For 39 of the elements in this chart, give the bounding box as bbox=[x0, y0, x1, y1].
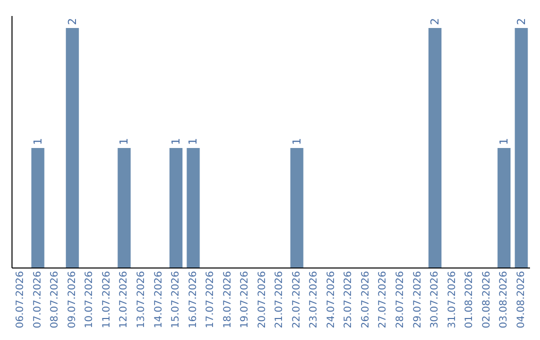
x-tick-label: 06.07.2026 bbox=[15, 271, 26, 328]
x-tick-label: 14.07.2026 bbox=[153, 271, 164, 328]
x-tick-label: 28.07.2026 bbox=[395, 271, 406, 328]
data-label: 2 bbox=[428, 18, 442, 25]
x-tick-label: 01.08.2026 bbox=[464, 271, 476, 328]
data-label: 1 bbox=[290, 138, 304, 145]
x-tick-label: 22.07.2026 bbox=[291, 271, 302, 328]
x-tick-label: 16.07.2026 bbox=[188, 271, 199, 328]
data-label: 1 bbox=[118, 138, 131, 145]
x-tick-label: 10.07.2026 bbox=[84, 271, 96, 328]
data-label: 1 bbox=[498, 138, 511, 145]
x-tick-label: 15.07.2026 bbox=[170, 271, 182, 328]
x-tick-label: 25.07.2026 bbox=[343, 271, 354, 328]
x-tick-label: 21.07.2026 bbox=[274, 271, 286, 328]
x-tick-label: 20.07.2026 bbox=[256, 271, 268, 328]
x-tick-label: 30.07.2026 bbox=[430, 271, 441, 328]
x-tick-label: 17.07.2026 bbox=[205, 271, 216, 328]
x-tick-label: 12.07.2026 bbox=[118, 271, 130, 328]
data-label: 1 bbox=[169, 138, 182, 145]
x-tick-label: 24.07.2026 bbox=[326, 271, 337, 328]
x-tick-label: 02.08.2026 bbox=[481, 271, 492, 328]
x-tick-label: 31.07.2026 bbox=[446, 271, 458, 328]
data-label: 2 bbox=[66, 18, 79, 25]
data-label: 1 bbox=[186, 138, 200, 145]
x-tick-label: 13.07.2026 bbox=[136, 271, 147, 328]
data-label: 1 bbox=[31, 138, 44, 145]
x-tick-label: 19.07.2026 bbox=[240, 271, 251, 328]
x-tick-label: 26.07.2026 bbox=[360, 271, 372, 328]
data-label: 2 bbox=[514, 18, 528, 25]
x-tick-label: 07.07.2026 bbox=[32, 271, 44, 328]
x-tick-label: 23.07.2026 bbox=[308, 271, 320, 328]
x-tick-label: 09.07.2026 bbox=[66, 271, 78, 328]
x-tick-label: 03.08.2026 bbox=[498, 271, 510, 328]
x-tick-label: 18.07.2026 bbox=[222, 271, 234, 328]
x-tick-label: 29.07.2026 bbox=[412, 271, 424, 328]
x-tick-label: 11.07.2026 bbox=[101, 271, 112, 328]
x-tick-label: 27.07.2026 bbox=[378, 271, 389, 328]
x-tick-label: 04.08.2026 bbox=[516, 271, 527, 328]
x-tick-label: 08.07.2026 bbox=[50, 271, 61, 328]
